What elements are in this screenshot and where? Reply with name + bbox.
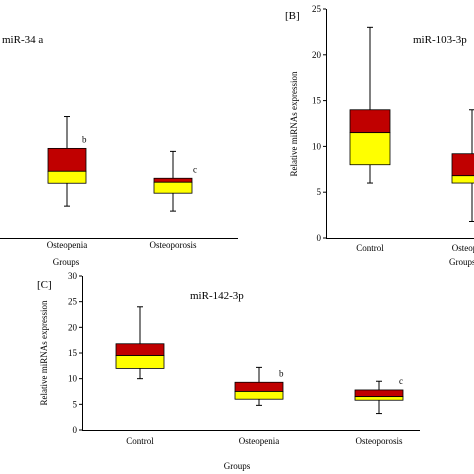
- panel-c-box-upper-osteopenia: [234, 381, 284, 392]
- panel-c-chart: [C] miR-142-3p Relative miRNAs expressio…: [37, 271, 420, 471]
- panel-a-title: miR-34 a: [2, 34, 43, 46]
- panel-c-title: miR-142-3p: [190, 290, 244, 302]
- panel-a-box-upper-osteoporosis: [153, 177, 193, 183]
- panel-c-ytick-label-30: 30: [68, 271, 78, 281]
- panel-b-box-upper-osteopenia: [451, 153, 474, 177]
- panel-b-y-axis-title: Relative miRNAs expression: [289, 71, 299, 176]
- panel-c-box-upper-osteoporosis: [354, 389, 404, 398]
- panel-a-x-axis-title: Groups: [53, 257, 80, 267]
- panel-c-category-label-osteoporosis: Osteoporosis: [356, 436, 403, 446]
- panel-b-ytick-label-0: 0: [317, 233, 322, 243]
- panel-a-significance-osteopenia: b: [82, 134, 87, 144]
- panel-a-significance-osteoporosis: c: [193, 164, 197, 174]
- panel-c-ytick-label-25: 25: [68, 297, 78, 307]
- panel-a-category-label-osteopenia: Osteopenia: [47, 240, 88, 250]
- panel-c-ytick-label-20: 20: [68, 322, 78, 332]
- panel-b-title: miR-103-3p: [413, 34, 467, 46]
- panel-c-category-label-osteopenia: Osteopenia: [239, 436, 280, 446]
- panel-c-significance-osteopenia: b: [279, 368, 284, 378]
- panel-c-ytick-label-0: 0: [73, 425, 78, 435]
- panel-b-ytick-label-5: 5: [317, 187, 322, 197]
- panel-c-ytick-label-15: 15: [68, 348, 78, 358]
- panel-b-ytick-label-15: 15: [312, 96, 322, 106]
- panel-b-category-label-osteopenia: Osteopenia: [452, 243, 474, 253]
- panel-a-chart: miR-34 a Groups Osteopenia b Osteoporosis c: [0, 34, 238, 267]
- panel-c-marks: 0 5 10 15 20 25 30 Control Osteopenia b Osteoporos…: [68, 271, 404, 446]
- panel-a-box-lower-osteopenia: [47, 170, 87, 184]
- panel-b-box-lower-control: [349, 132, 391, 166]
- panel-c-label: [C]: [37, 279, 52, 291]
- panel-b-x-axis-title: Groups: [449, 257, 474, 267]
- panel-c-y-axis-title: Relative miRNAs expression: [39, 300, 49, 405]
- panel-a-category-label-osteoporosis: Osteoporosis: [150, 240, 197, 250]
- panel-c-box-lower-control: [115, 355, 165, 369]
- panel-b-box-lower-osteopenia: [451, 175, 474, 184]
- panel-b-marks: 0 5 10 15 20 25 Control Osteopenia: [312, 4, 474, 253]
- panel-c-box-lower-osteoporosis: [354, 396, 404, 401]
- panel-b-ytick-label-10: 10: [312, 141, 322, 151]
- panel-a-marks: Osteopenia b Osteoporosis c: [47, 116, 197, 250]
- panel-b-box-upper-control: [349, 109, 391, 134]
- panel-c-box-upper-control: [115, 343, 165, 356]
- panel-b-ytick-label-20: 20: [312, 50, 322, 60]
- panel-b-chart: [B] miR-103-3p Relative miRNAs expressio…: [285, 4, 474, 267]
- panel-c-box-lower-osteopenia: [234, 391, 284, 400]
- panel-c-category-label-control: Control: [126, 436, 154, 446]
- panel-b-ytick-label-25: 25: [312, 4, 322, 14]
- panel-b-category-label-control: Control: [356, 243, 384, 253]
- panel-a-box-lower-osteoporosis: [153, 181, 193, 194]
- panel-c-significance-osteoporosis: c: [399, 376, 403, 386]
- panel-b-label: [B]: [285, 10, 300, 22]
- panel-c-ytick-label-5: 5: [73, 399, 78, 409]
- panel-c-x-axis-title: Groups: [224, 461, 251, 471]
- panel-a-box-upper-osteopenia: [47, 147, 87, 172]
- panel-c-ytick-label-10: 10: [68, 374, 78, 384]
